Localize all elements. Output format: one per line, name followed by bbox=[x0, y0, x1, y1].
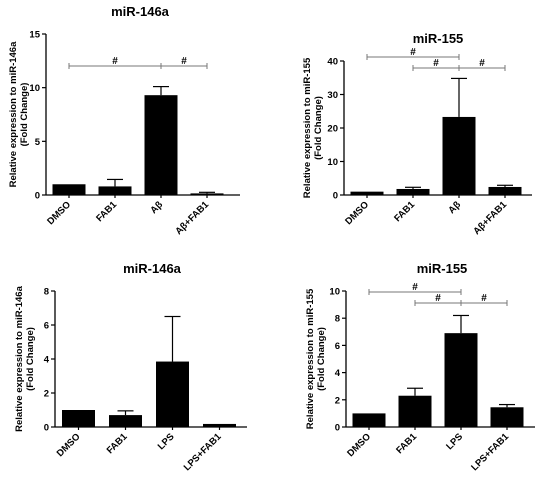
bar bbox=[444, 333, 478, 427]
y-tick-label: 6 bbox=[44, 321, 49, 332]
category-label: FAB1 bbox=[394, 431, 419, 456]
chart-2: miR-155 Relative expression to miR-155(Fo… bbox=[302, 31, 532, 237]
y-tick-label: 4 bbox=[44, 355, 50, 366]
y-axis-label-line: Relative expression to miR-155 bbox=[302, 57, 313, 198]
category-label: Aβ+FAB1 bbox=[173, 199, 211, 237]
category-label: LPS bbox=[156, 431, 177, 452]
y-tick-label: 0 bbox=[333, 191, 338, 202]
category-label: FAB1 bbox=[105, 431, 130, 456]
y-tick-label: 2 bbox=[335, 395, 340, 406]
chart-4: miR-155 Relative expression to miR-155(Fo… bbox=[305, 261, 535, 473]
bar bbox=[203, 423, 236, 427]
y-tick-label: 6 bbox=[335, 341, 340, 352]
y-axis-label-line: (Fold Change) bbox=[316, 327, 327, 391]
category-label: Aβ bbox=[148, 199, 165, 216]
y-tick-label: 20 bbox=[327, 124, 338, 135]
bar bbox=[52, 184, 86, 195]
y-tick-label: 10 bbox=[29, 83, 40, 94]
y-axis-label-line: Relative expression to miR-155 bbox=[305, 288, 316, 429]
y-tick-label: 10 bbox=[329, 287, 340, 298]
y-axis-label-line: Relative expression to miR-146a bbox=[14, 285, 25, 431]
chart-3: miR-146a Relative expression to miR-146a(… bbox=[14, 261, 247, 473]
significance-label: # bbox=[479, 58, 485, 69]
y-tick-label: 8 bbox=[44, 287, 49, 298]
y-axis-label-line: Relative expression to miR-146a bbox=[8, 41, 19, 187]
category-label: DMSO bbox=[45, 199, 73, 227]
y-tick-label: 4 bbox=[335, 368, 341, 379]
bar bbox=[352, 413, 386, 427]
bar bbox=[490, 407, 524, 427]
bar bbox=[398, 395, 432, 427]
category-label: LPS+FAB1 bbox=[182, 431, 224, 473]
significance-label: # bbox=[410, 47, 416, 58]
category-label: DMSO bbox=[55, 431, 83, 459]
y-axis-label: Relative expression to miR-155(Fold Chan… bbox=[305, 288, 327, 429]
y-tick-label: 40 bbox=[327, 57, 338, 68]
chart-title: miR-155 bbox=[417, 261, 468, 276]
category-label: Aβ bbox=[446, 199, 463, 216]
category-label: LPS+FAB1 bbox=[469, 431, 511, 473]
category-label: Aβ+FAB1 bbox=[471, 199, 509, 237]
y-tick-label: 0 bbox=[335, 423, 340, 434]
chart-title: miR-155 bbox=[413, 31, 464, 46]
bar bbox=[488, 186, 522, 195]
y-tick-label: 0 bbox=[35, 191, 40, 202]
bar bbox=[144, 95, 178, 195]
y-tick-label: 5 bbox=[35, 137, 41, 148]
significance-label: # bbox=[412, 282, 418, 293]
y-axis-label: Relative expression to miR-155(Fold Chan… bbox=[302, 57, 324, 198]
y-axis-label-line: (Fold Change) bbox=[25, 327, 36, 391]
significance-label: # bbox=[435, 293, 441, 304]
y-axis-label-line: (Fold Change) bbox=[19, 83, 30, 147]
y-axis-label: Relative expression to miR-146a(Fold Cha… bbox=[14, 285, 36, 431]
y-tick-label: 15 bbox=[29, 30, 40, 41]
y-tick-label: 0 bbox=[44, 423, 49, 434]
bar bbox=[442, 116, 476, 195]
y-tick-label: 8 bbox=[335, 314, 340, 325]
y-tick-label: 2 bbox=[44, 389, 49, 400]
y-axis-label-line: (Fold Change) bbox=[313, 96, 324, 160]
bar bbox=[109, 415, 142, 427]
significance-label: # bbox=[481, 293, 487, 304]
category-label: LPS bbox=[444, 431, 465, 452]
chart-title: miR-146a bbox=[111, 4, 170, 19]
chart-1: miR-146a Relative expression to miR-146a(… bbox=[8, 4, 240, 237]
category-label: FAB1 bbox=[94, 199, 119, 224]
bar bbox=[190, 193, 224, 195]
bar bbox=[396, 188, 430, 195]
y-axis-label: Relative expression to miR-146a(Fold Cha… bbox=[8, 41, 30, 187]
y-tick-label: 30 bbox=[327, 90, 338, 101]
category-label: DMSO bbox=[345, 431, 373, 459]
bar bbox=[350, 191, 384, 195]
significance-label: # bbox=[433, 58, 439, 69]
significance-label: # bbox=[112, 56, 118, 67]
category-label: DMSO bbox=[343, 199, 371, 227]
bar bbox=[62, 410, 95, 427]
chart-title: miR-146a bbox=[123, 261, 182, 276]
bar bbox=[98, 186, 132, 195]
significance-label: # bbox=[181, 56, 187, 67]
bar bbox=[156, 361, 189, 427]
category-label: FAB1 bbox=[392, 199, 417, 224]
y-tick-label: 10 bbox=[327, 157, 338, 168]
